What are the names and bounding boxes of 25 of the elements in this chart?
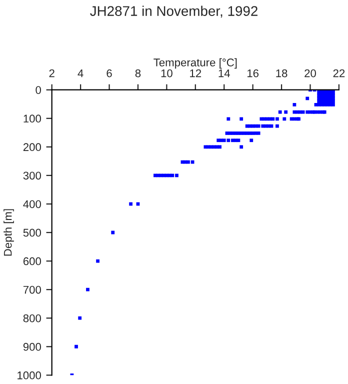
y-tick-label: 200 [23, 143, 42, 152]
y-tick-label: 0 [36, 86, 41, 94]
x-tick-label: 8 [135, 69, 141, 78]
x-tick-label: 20 [304, 69, 316, 78]
x-tick-label: 10 [161, 69, 172, 78]
x-tick-label: 18 [276, 69, 288, 78]
x-tick-label: 14 [218, 69, 230, 78]
y-tick-label: 600 [23, 257, 42, 266]
x-tick-label: 16 [247, 69, 259, 78]
y-tick-label: 100 [24, 114, 42, 123]
y-tick-label: 1000 [18, 371, 42, 380]
x-tick-label: 2 [49, 69, 54, 78]
x-tick-label: 22 [333, 69, 345, 78]
y-tick-label: 300 [23, 172, 42, 180]
x-tick-label: 12 [190, 69, 202, 78]
x-tick-label: 4 [78, 69, 84, 78]
y-tick-label: 400 [23, 200, 42, 208]
y-tick-label: 800 [23, 314, 42, 322]
y-tick-label: 500 [23, 228, 42, 237]
x-axis-title: Temperature [°C] [154, 58, 237, 69]
y-axis-title: Depth [m] [4, 209, 14, 256]
y-tick-label: 900 [23, 342, 42, 351]
chart-title: JH2871 in November, 1992 [90, 6, 258, 18]
y-tick-label: 700 [23, 286, 42, 294]
x-tick-label: 6 [106, 69, 112, 78]
